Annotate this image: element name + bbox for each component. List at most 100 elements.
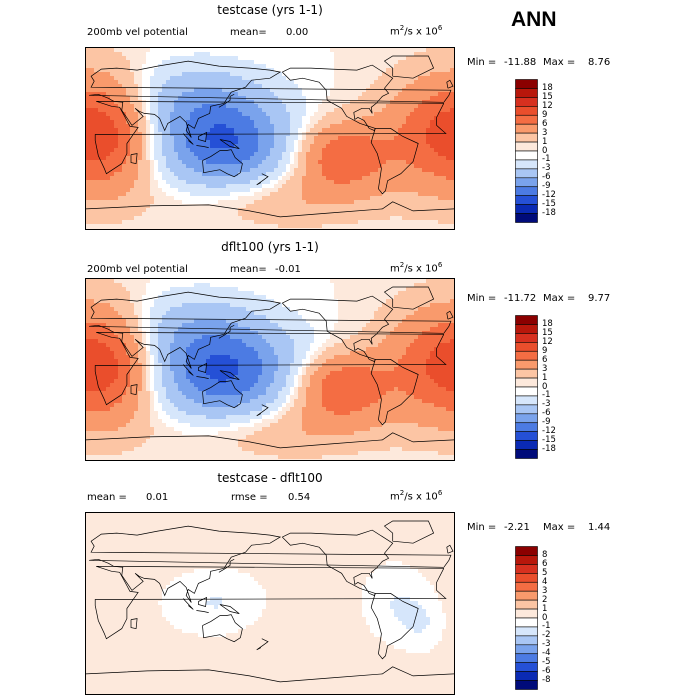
contour-cell <box>306 72 311 77</box>
contour-cell <box>378 76 383 81</box>
contour-cell <box>262 140 267 145</box>
contour-cell <box>110 96 115 101</box>
contour-cell <box>150 224 155 229</box>
contour-cell <box>98 64 103 69</box>
contour-cell <box>206 108 211 113</box>
contour-cell <box>218 279 223 284</box>
contour-cell <box>426 92 431 97</box>
contour-cell <box>114 220 119 225</box>
contour-cell <box>262 176 267 181</box>
contour-cell <box>294 60 299 65</box>
contour-cell <box>382 192 387 197</box>
contour-cell <box>218 200 223 205</box>
contour-cell <box>234 48 239 53</box>
contour-cell <box>246 303 251 308</box>
contour-cell <box>166 136 171 141</box>
contour-cell <box>406 64 411 69</box>
contour-cell <box>162 152 167 157</box>
contour-cell <box>90 303 95 308</box>
contour-cell <box>418 287 423 292</box>
contour-cell <box>342 152 347 157</box>
panel-2-max-label: Max = <box>543 293 576 304</box>
contour-cell <box>350 208 355 213</box>
contour-cell <box>306 228 311 229</box>
contour-cell <box>98 96 103 101</box>
contour-cell <box>322 92 327 97</box>
contour-cell <box>90 136 95 141</box>
contour-cell <box>386 168 391 173</box>
contour-cell <box>142 164 147 169</box>
contour-cell <box>350 303 355 308</box>
contour-cell <box>354 204 359 209</box>
contour-cell <box>358 295 363 300</box>
contour-cell <box>190 100 195 105</box>
contour-cell <box>426 148 431 153</box>
contour-cell <box>326 164 331 169</box>
contour-cell <box>118 212 123 217</box>
contour-cell <box>86 92 91 97</box>
contour-cell <box>274 120 279 125</box>
contour-cell <box>338 80 343 85</box>
contour-cell <box>370 92 375 97</box>
contour-cell <box>450 184 454 189</box>
contour-cell <box>402 52 407 57</box>
contour-cell <box>150 279 155 284</box>
contour-cell <box>238 228 243 229</box>
contour-cell <box>214 188 219 193</box>
contour-cell <box>322 108 327 113</box>
contour-cell <box>102 208 107 213</box>
contour-cell <box>250 291 255 296</box>
contour-cell <box>130 48 135 53</box>
contour-cell <box>246 84 251 89</box>
contour-cell <box>130 76 135 81</box>
contour-cell <box>266 80 271 85</box>
contour-cell <box>246 48 251 53</box>
contour-cell <box>86 148 91 153</box>
contour-cell <box>350 180 355 185</box>
contour-cell <box>154 279 159 284</box>
contour-cell <box>162 76 167 81</box>
contour-cell <box>106 100 111 105</box>
contour-cell <box>450 104 454 109</box>
contour-cell <box>334 100 339 105</box>
contour-cell <box>206 184 211 189</box>
contour-cell <box>162 116 167 121</box>
contour-cell <box>182 216 187 221</box>
contour-cell <box>314 216 319 221</box>
contour-cell <box>166 176 171 181</box>
contour-cell <box>338 64 343 69</box>
contour-cell <box>314 291 319 296</box>
contour-cell <box>90 96 95 101</box>
contour-cell <box>438 180 443 185</box>
contour-cell <box>330 200 335 205</box>
contour-cell <box>430 168 435 173</box>
contour-cell <box>258 172 263 177</box>
contour-cell <box>446 136 451 141</box>
contour-cell <box>290 128 295 133</box>
contour-cell <box>166 228 171 229</box>
contour-cell <box>118 92 123 97</box>
contour-cell <box>450 172 454 177</box>
contour-cell <box>206 164 211 169</box>
contour-cell <box>294 228 299 229</box>
contour-cell <box>158 92 163 97</box>
contour-cell <box>182 104 187 109</box>
contour-cell <box>254 220 259 225</box>
contour-cell <box>298 48 303 53</box>
contour-cell <box>162 220 167 225</box>
contour-cell <box>346 192 351 197</box>
contour-cell <box>98 152 103 157</box>
contour-cell <box>254 208 259 213</box>
contour-cell <box>238 120 243 125</box>
contour-cell <box>270 48 275 53</box>
contour-cell <box>334 188 339 193</box>
contour-cell <box>290 140 295 145</box>
contour-cell <box>202 104 207 109</box>
contour-cell <box>126 192 131 197</box>
contour-cell <box>434 124 439 129</box>
contour-cell <box>178 136 183 141</box>
contour-cell <box>354 48 359 53</box>
contour-cell <box>90 52 95 57</box>
contour-cell <box>218 228 223 229</box>
contour-cell <box>270 116 275 121</box>
